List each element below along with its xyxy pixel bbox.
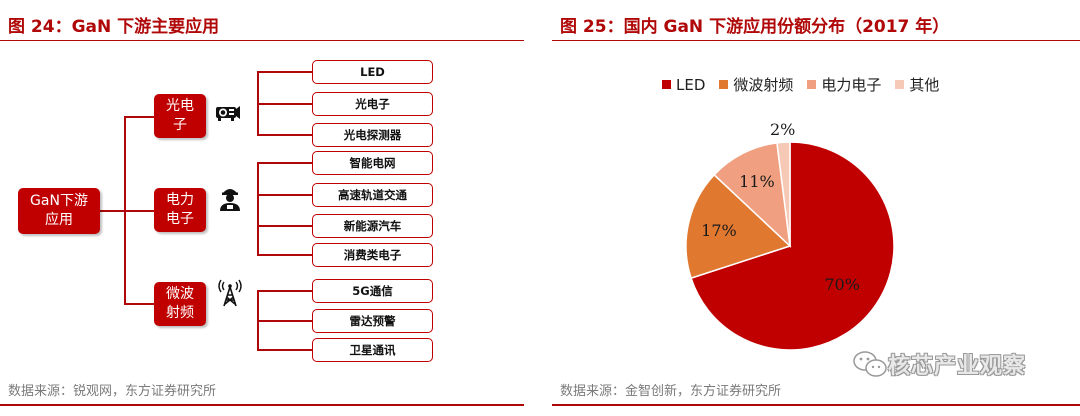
category-node: 微波 射频 xyxy=(154,282,206,326)
leaf-node: 卫星通讯 xyxy=(312,338,433,362)
chart-legend: LED 微波射频 电力电子 其他 xyxy=(662,74,939,95)
bottom-divider xyxy=(0,404,524,406)
wechat-icon xyxy=(853,351,887,377)
pie-slice xyxy=(685,173,792,280)
leaf-node: LED xyxy=(312,60,433,84)
projector-icon xyxy=(216,106,240,121)
leaf-connector xyxy=(257,134,312,136)
leaf-node: 雷达预警 xyxy=(312,309,433,333)
worker-icon xyxy=(220,189,240,211)
legend-swatch xyxy=(807,80,817,89)
figure-24-title: 图 24：GaN 下游主要应用 xyxy=(8,17,220,37)
pie-slice xyxy=(713,141,792,248)
bottom-divider xyxy=(552,404,1080,406)
legend-label: 电力电子 xyxy=(821,76,882,94)
figure-25-title: 图 25：国内 GaN 下游应用份额分布（2017 年） xyxy=(560,17,950,37)
root-connector xyxy=(100,210,124,212)
category-node: 电力 电子 xyxy=(154,188,206,232)
leaf-connector xyxy=(257,349,312,351)
leaf-connector xyxy=(257,194,312,196)
leaf-connector xyxy=(257,254,312,256)
leaf-connector xyxy=(257,320,312,322)
figure-25-panel: 图 25：国内 GaN 下游应用份额分布（2017 年） LED 微波射频 电力电子… xyxy=(552,0,1080,416)
title-divider xyxy=(0,40,524,41)
pie-data-label: 2% xyxy=(770,120,795,139)
root-node: GaN下游 应用 xyxy=(18,188,100,234)
pie-slice xyxy=(776,141,791,247)
branch-connector xyxy=(124,210,154,212)
sub-trunk xyxy=(257,162,259,254)
legend-item: LED xyxy=(662,74,705,95)
pie-slice xyxy=(690,141,895,351)
leaf-connector xyxy=(257,103,312,105)
leaf-node: 光电子 xyxy=(312,92,433,116)
pie-chart: 70% 17% 11% 2% xyxy=(685,120,895,351)
leaf-node: 消费类电子 xyxy=(312,243,433,267)
legend-label: LED xyxy=(676,75,706,94)
pie-data-label: 70% xyxy=(824,275,860,294)
legend-swatch xyxy=(662,80,671,89)
legend-item: 其他 xyxy=(895,74,939,95)
leaf-node: 新能源汽车 xyxy=(312,214,433,238)
leaf-node: 高速轨道交通 xyxy=(312,183,433,207)
legend-label: 其他 xyxy=(909,76,940,94)
watermark: 核芯产业观察 xyxy=(852,348,1026,380)
pie-data-label: 11% xyxy=(739,172,775,191)
legend-swatch xyxy=(719,80,729,89)
branch-connector xyxy=(124,116,154,118)
leaf-node: 智能电网 xyxy=(312,151,433,175)
leaf-node: 光电探测器 xyxy=(312,123,433,147)
legend-swatch xyxy=(895,80,905,89)
watermark-text: 核芯产业观察 xyxy=(888,354,1027,379)
leaf-node: 5G通信 xyxy=(312,279,433,303)
leaf-connector xyxy=(257,162,312,164)
title-divider xyxy=(552,40,1080,41)
leaf-connector xyxy=(257,225,312,227)
figure-25-source: 数据来源：金智创新，东方证券研究所 xyxy=(560,384,782,399)
legend-item: 电力电子 xyxy=(807,74,881,95)
leaf-connector xyxy=(257,290,312,292)
figure-24-panel: 图 24：GaN 下游主要应用 GaN下游 应用 光电子 电力 电子 微波 射频 xyxy=(0,0,524,416)
antenna-tower-icon xyxy=(218,279,242,307)
figure-24-source: 数据来源：锐观网，东方证券研究所 xyxy=(8,384,217,399)
leaf-connector xyxy=(257,71,312,73)
legend-item: 微波射频 xyxy=(719,74,793,95)
branch-connector xyxy=(124,303,154,305)
category-node: 光电子 xyxy=(154,94,206,138)
pie-data-label: 17% xyxy=(701,221,737,240)
legend-label: 微波射频 xyxy=(733,76,794,94)
